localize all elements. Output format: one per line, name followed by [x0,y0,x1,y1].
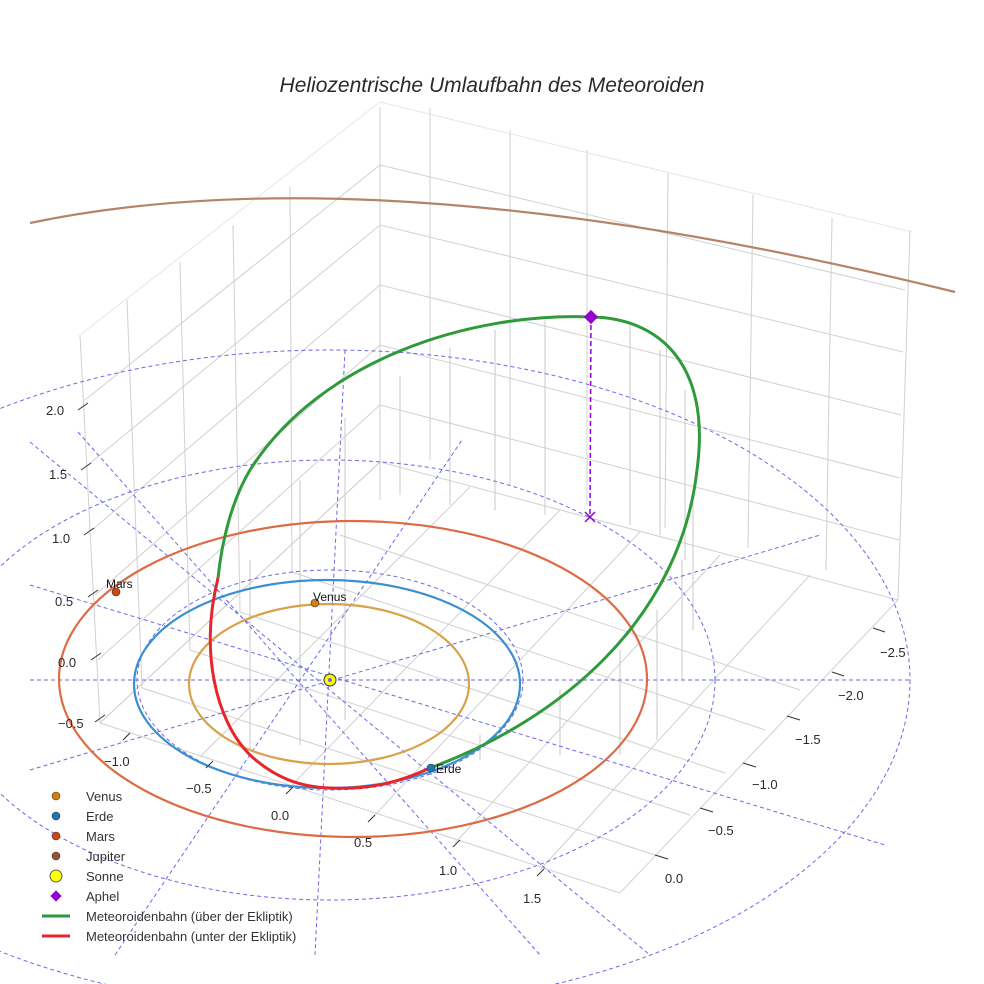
x-tick-label: 0.0 [271,808,290,823]
axis-tick-marks [77,402,886,877]
sun-marker-icon [49,869,63,883]
erde-label: Erde [436,762,462,776]
x-tick-label: −0.5 [186,781,212,796]
legend-item-venus[interactable]: Venus [40,786,296,806]
sun-center [328,678,332,682]
y-tick-label: −0.5 [708,823,734,838]
diamond-icon [50,890,62,902]
venus-marker[interactable] [310,598,320,608]
legend-item-erde[interactable]: Erde [40,806,296,826]
red-line-icon [42,934,70,938]
meteoroid-orbit-below [208,577,431,790]
legend-label: Aphel [86,888,120,904]
legend-item-jupiter[interactable]: Jupiter [40,846,296,866]
legend-label: Jupiter [86,848,126,864]
jupiter-marker-icon [51,851,61,861]
earth-marker[interactable] [426,763,436,773]
mars-marker[interactable] [111,587,121,597]
y-tick-label: −2.0 [838,688,864,703]
earth-marker-icon [51,811,61,821]
mars-orbit [57,519,649,839]
legend-item-sonne[interactable]: Sonne [40,866,296,886]
z-tick-label: 0.5 [55,594,74,609]
mars-label: Mars [106,577,133,591]
z-tick-label: 0.0 [58,655,77,670]
legend-item-orbit-below[interactable]: Meteoroidenbahn (unter der Ekliptik) [40,926,296,946]
y-tick-label: 0.0 [665,871,684,886]
ecliptic-reference [0,349,911,984]
legend-item-aphel[interactable]: Aphel [40,886,296,906]
z-tick-label: 1.5 [49,467,68,482]
venus-marker-icon [51,791,61,801]
venus-label: Venus [313,590,347,604]
legend-label: Meteoroidenbahn (über der Ekliptik) [86,908,293,924]
aphel-projection-cross-icon [584,511,596,523]
x-tick-label: 1.5 [523,891,542,906]
x-tick-label: −1.0 [104,754,130,769]
venus-orbit [187,602,471,766]
x-tick-label: 1.0 [439,863,458,878]
y-tick-label: −2.5 [880,645,906,660]
aphel-marker[interactable] [583,309,599,325]
legend: Venus Erde Mars Jupiter Sonne Aphel Mete… [40,786,296,946]
jupiter-orbit [29,197,956,294]
z-tick-label: 2.0 [46,403,65,418]
meteoroid-orbit-above [216,315,701,770]
chart-title: Heliozentrische Umlaufbahn des Meteoroid… [279,74,705,97]
green-line-icon [42,914,70,918]
legend-label: Sonne [86,868,124,884]
scene-grid [79,101,913,894]
aphel-projection-line [589,316,592,518]
legend-item-mars[interactable]: Mars [40,826,296,846]
z-tick-label: 1.0 [52,531,71,546]
y-tick-label: −1.0 [752,777,778,792]
z-tick-label: −0.5 [58,716,84,731]
legend-label: Mars [86,828,115,844]
legend-item-orbit-above[interactable]: Meteoroidenbahn (über der Ekliptik) [40,906,296,926]
legend-label: Meteoroidenbahn (unter der Ekliptik) [86,928,297,944]
drop-lines [249,320,694,760]
y-tick-label: −1.5 [795,732,821,747]
legend-label: Venus [86,788,123,804]
x-tick-label: 0.5 [354,835,373,850]
legend-label: Erde [86,808,114,824]
mars-marker-icon [51,831,61,841]
